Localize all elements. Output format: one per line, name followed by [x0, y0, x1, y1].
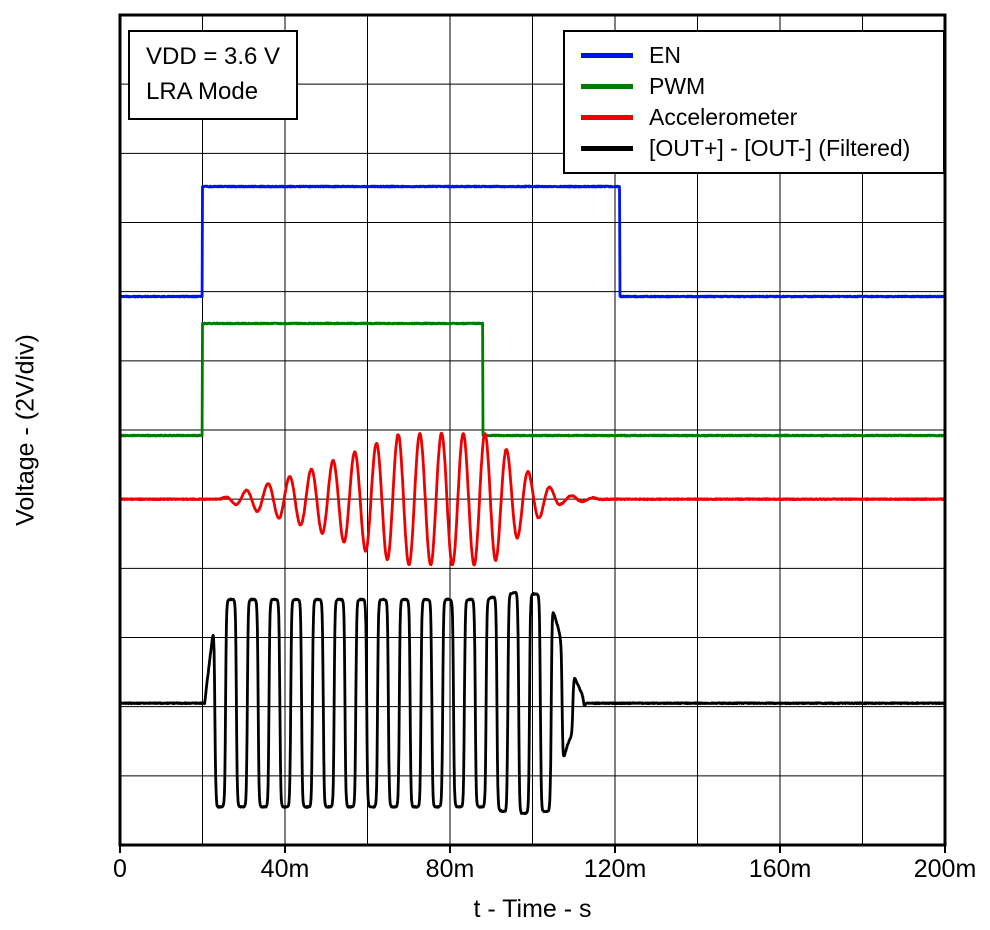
- legend-label-out-diff: [OUT+] - [OUT-] (Filtered): [649, 135, 911, 161]
- legend-item-pwm: PWM: [581, 71, 937, 102]
- x-axis-label: t - Time - s: [473, 895, 592, 923]
- x-tick-160m: 160m: [748, 855, 812, 883]
- legend-swatch-accelerometer: [581, 115, 633, 120]
- legend-swatch-en: [581, 53, 633, 58]
- legend-item-en: EN: [581, 40, 937, 71]
- x-tick-120m: 120m: [583, 855, 647, 883]
- legend-swatch-out-diff: [581, 146, 633, 151]
- legend: EN PWM Accelerometer [OUT+] - [OUT-] (Fi…: [563, 30, 945, 174]
- legend-label-accelerometer: Accelerometer: [649, 104, 798, 130]
- legend-item-out-diff: [OUT+] - [OUT-] (Filtered): [581, 133, 937, 164]
- legend-label-pwm: PWM: [649, 73, 706, 99]
- annotation-vdd: VDD = 3.6 V: [146, 43, 281, 70]
- x-tick-200m: 200m: [913, 855, 977, 883]
- y-axis-label: Voltage - (2V/div): [11, 334, 40, 526]
- x-tick-80m: 80m: [425, 855, 475, 883]
- x-tick-40m: 40m: [260, 855, 310, 883]
- legend-label-en: EN: [649, 42, 681, 68]
- annotation-box: VDD = 3.6 V LRA Mode: [128, 30, 299, 120]
- legend-swatch-pwm: [581, 84, 633, 89]
- x-tick-0: 0: [113, 855, 127, 883]
- annotation-mode: LRA Mode: [146, 77, 259, 105]
- legend-item-accelerometer: Accelerometer: [581, 102, 937, 133]
